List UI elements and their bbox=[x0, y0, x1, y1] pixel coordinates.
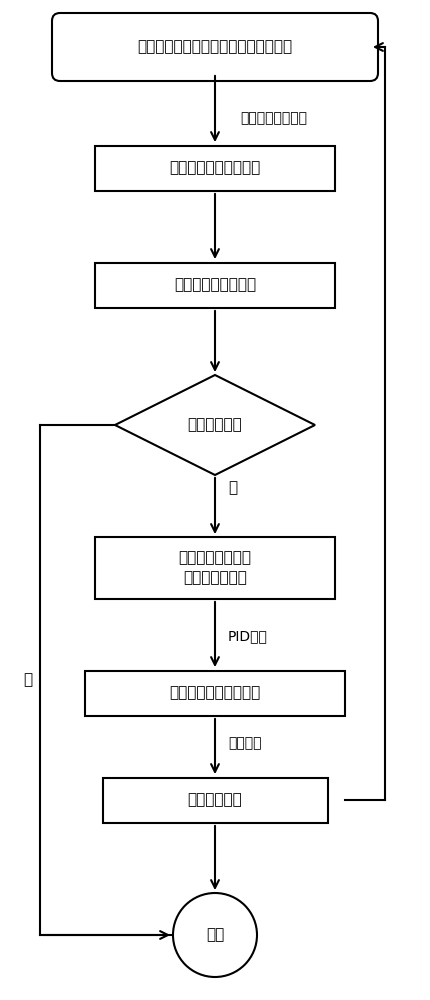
Text: 否: 否 bbox=[228, 481, 237, 495]
Text: 对流量和转速修正: 对流量和转速修正 bbox=[240, 111, 307, 125]
Text: 是否达到目标: 是否达到目标 bbox=[187, 418, 243, 432]
Text: 氢气循环泵入口的体积流量和当前转速: 氢气循环泵入口的体积流量和当前转速 bbox=[138, 39, 292, 54]
Text: 氢气循环泵特性曲线图: 氢气循环泵特性曲线图 bbox=[169, 160, 261, 176]
Bar bbox=[85, 670, 345, 716]
Text: 惯性环节: 惯性环节 bbox=[228, 736, 261, 750]
Text: 计算当前的出口压强: 计算当前的出口压强 bbox=[174, 277, 256, 292]
Text: 结束: 结束 bbox=[206, 928, 224, 942]
Bar bbox=[95, 537, 335, 599]
Bar bbox=[95, 145, 335, 190]
Text: 计算新的转速: 计算新的转速 bbox=[187, 792, 243, 808]
Text: 计算实际压强和目
标压强的偏差量: 计算实际压强和目 标压强的偏差量 bbox=[178, 551, 252, 585]
Text: 是: 是 bbox=[24, 672, 33, 688]
Text: PID控制: PID控制 bbox=[228, 629, 268, 643]
Bar bbox=[102, 778, 328, 822]
FancyBboxPatch shape bbox=[52, 13, 378, 81]
Ellipse shape bbox=[173, 893, 257, 977]
Polygon shape bbox=[115, 375, 315, 475]
Bar bbox=[95, 262, 335, 308]
Text: 计算控制电压的变化量: 计算控制电压的变化量 bbox=[169, 686, 261, 700]
